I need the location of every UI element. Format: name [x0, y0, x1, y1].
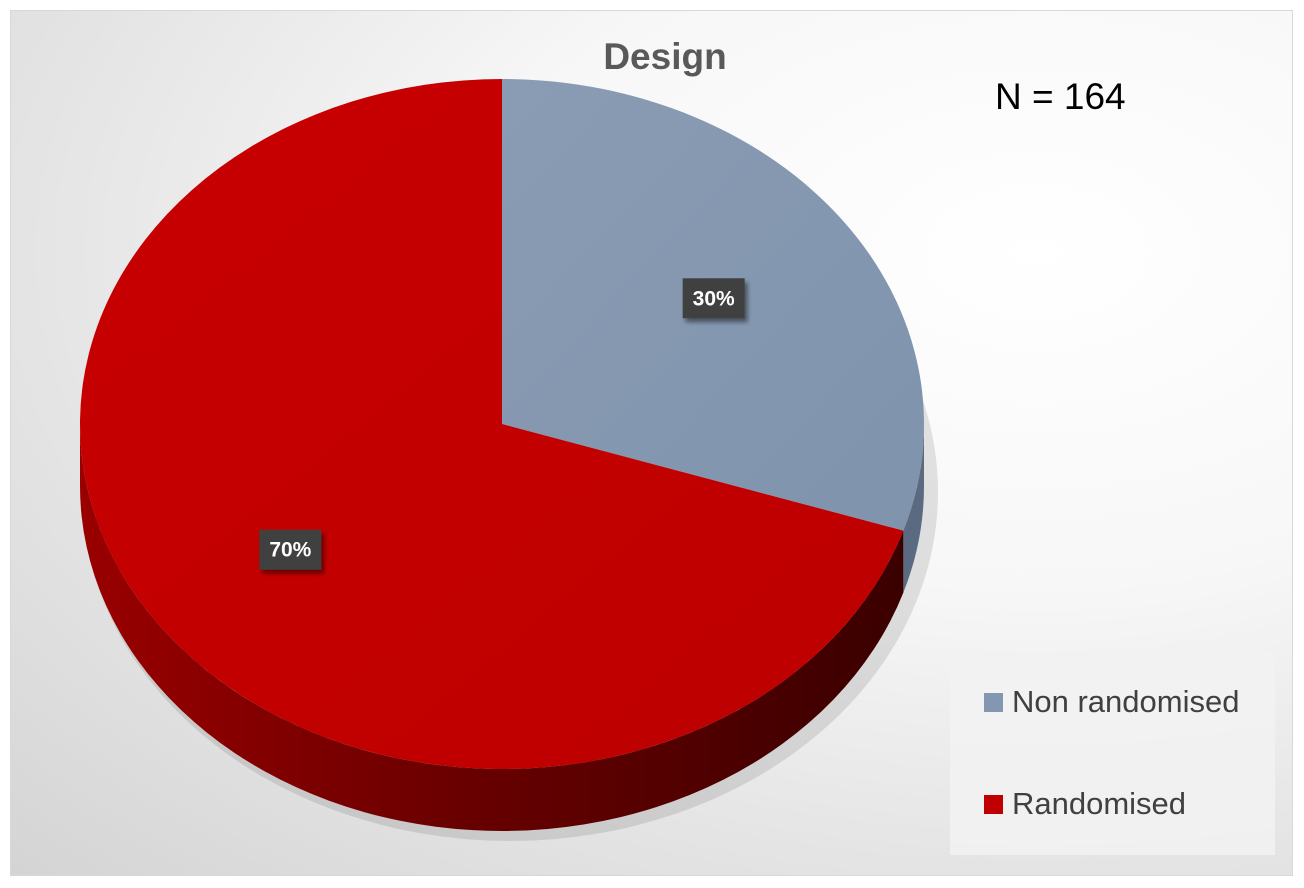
data-label-text-randomised: 70% — [269, 539, 311, 562]
pie-slice-randomised — [80, 79, 904, 770]
legend: Non randomised Randomised — [950, 652, 1275, 855]
pie-side-randomised — [80, 424, 904, 831]
data-label-box-non-randomised — [682, 278, 745, 319]
data-label-randomised: 70% — [259, 529, 322, 570]
legend-swatch-non-randomised — [984, 692, 1003, 712]
chart-title: Design — [603, 36, 727, 77]
legend-item-non-randomised: Non randomised — [984, 684, 1239, 720]
pie-side-non-randomised — [903, 424, 924, 593]
legend-label-non-randomised: Non randomised — [1012, 684, 1240, 719]
data-label-text-non-randomised: 30% — [693, 287, 735, 310]
sample-size-annotation: N = 164 — [995, 76, 1126, 117]
data-label-box-randomised — [259, 529, 322, 570]
legend-item-randomised: Randomised — [984, 786, 1186, 822]
legend-label-randomised: Randomised — [1012, 786, 1187, 821]
legend-swatch-randomised — [984, 794, 1003, 814]
data-label-non-randomised: 30% — [682, 278, 745, 319]
